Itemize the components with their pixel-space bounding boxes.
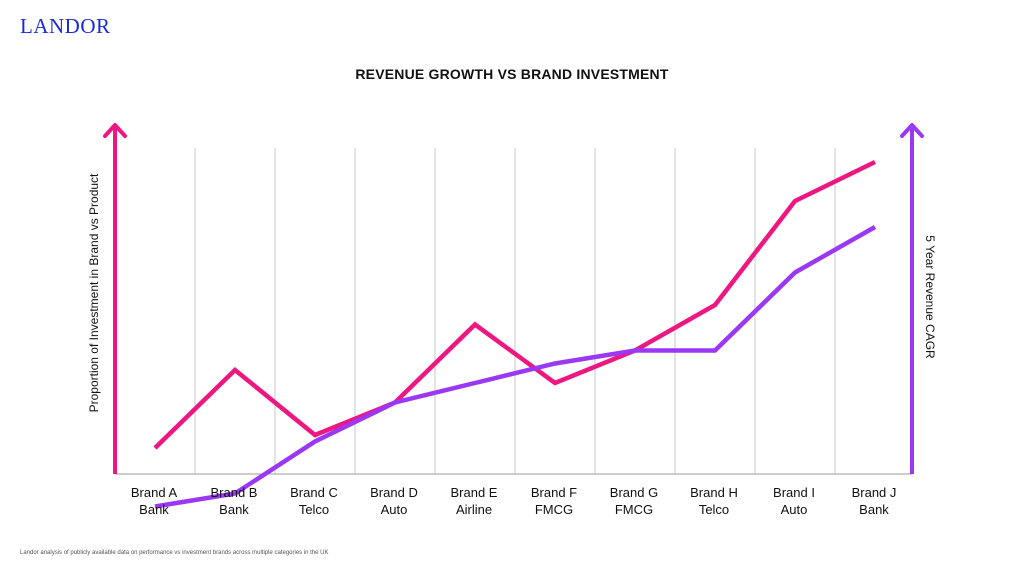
x-tick-label: Brand B Bank (211, 485, 258, 517)
x-tick-label: Brand J Bank (852, 485, 897, 517)
x-tick-label: Brand A Bank (131, 485, 178, 517)
x-tick-label: Brand E Airline (451, 485, 498, 517)
category-labels: Brand A Bank Brand B Bank Brand C Telco Brand … (131, 485, 897, 517)
series-line-right (154, 225, 877, 509)
x-tick-label: Brand G FMCG (610, 485, 658, 517)
landor-logo: LANDOR (20, 14, 111, 38)
series-line-left (153, 159, 876, 450)
source-footnote: Landor analysis of publicly available da… (20, 550, 329, 556)
x-tick-label: Brand C Telco (290, 485, 338, 517)
left-axis-arrowhead (103, 123, 127, 138)
grid-lines (194, 148, 836, 474)
chart-title: REVENUE GROWTH VS BRAND INVESTMENT (355, 66, 669, 82)
x-tick-label: Brand I Auto (773, 485, 815, 517)
left-axis-title: Proportion of Investment in Brand vs Pro… (87, 173, 101, 412)
x-tick-label: Brand F FMCG (531, 485, 577, 517)
right-axis-arrowhead (900, 123, 924, 138)
x-tick-label: Brand H Telco (690, 485, 738, 517)
axes (103, 123, 924, 474)
x-tick-label: Brand D Auto (370, 485, 418, 517)
series-lines (153, 159, 877, 509)
right-axis-title: 5 Year Revenue CAGR (923, 235, 937, 359)
